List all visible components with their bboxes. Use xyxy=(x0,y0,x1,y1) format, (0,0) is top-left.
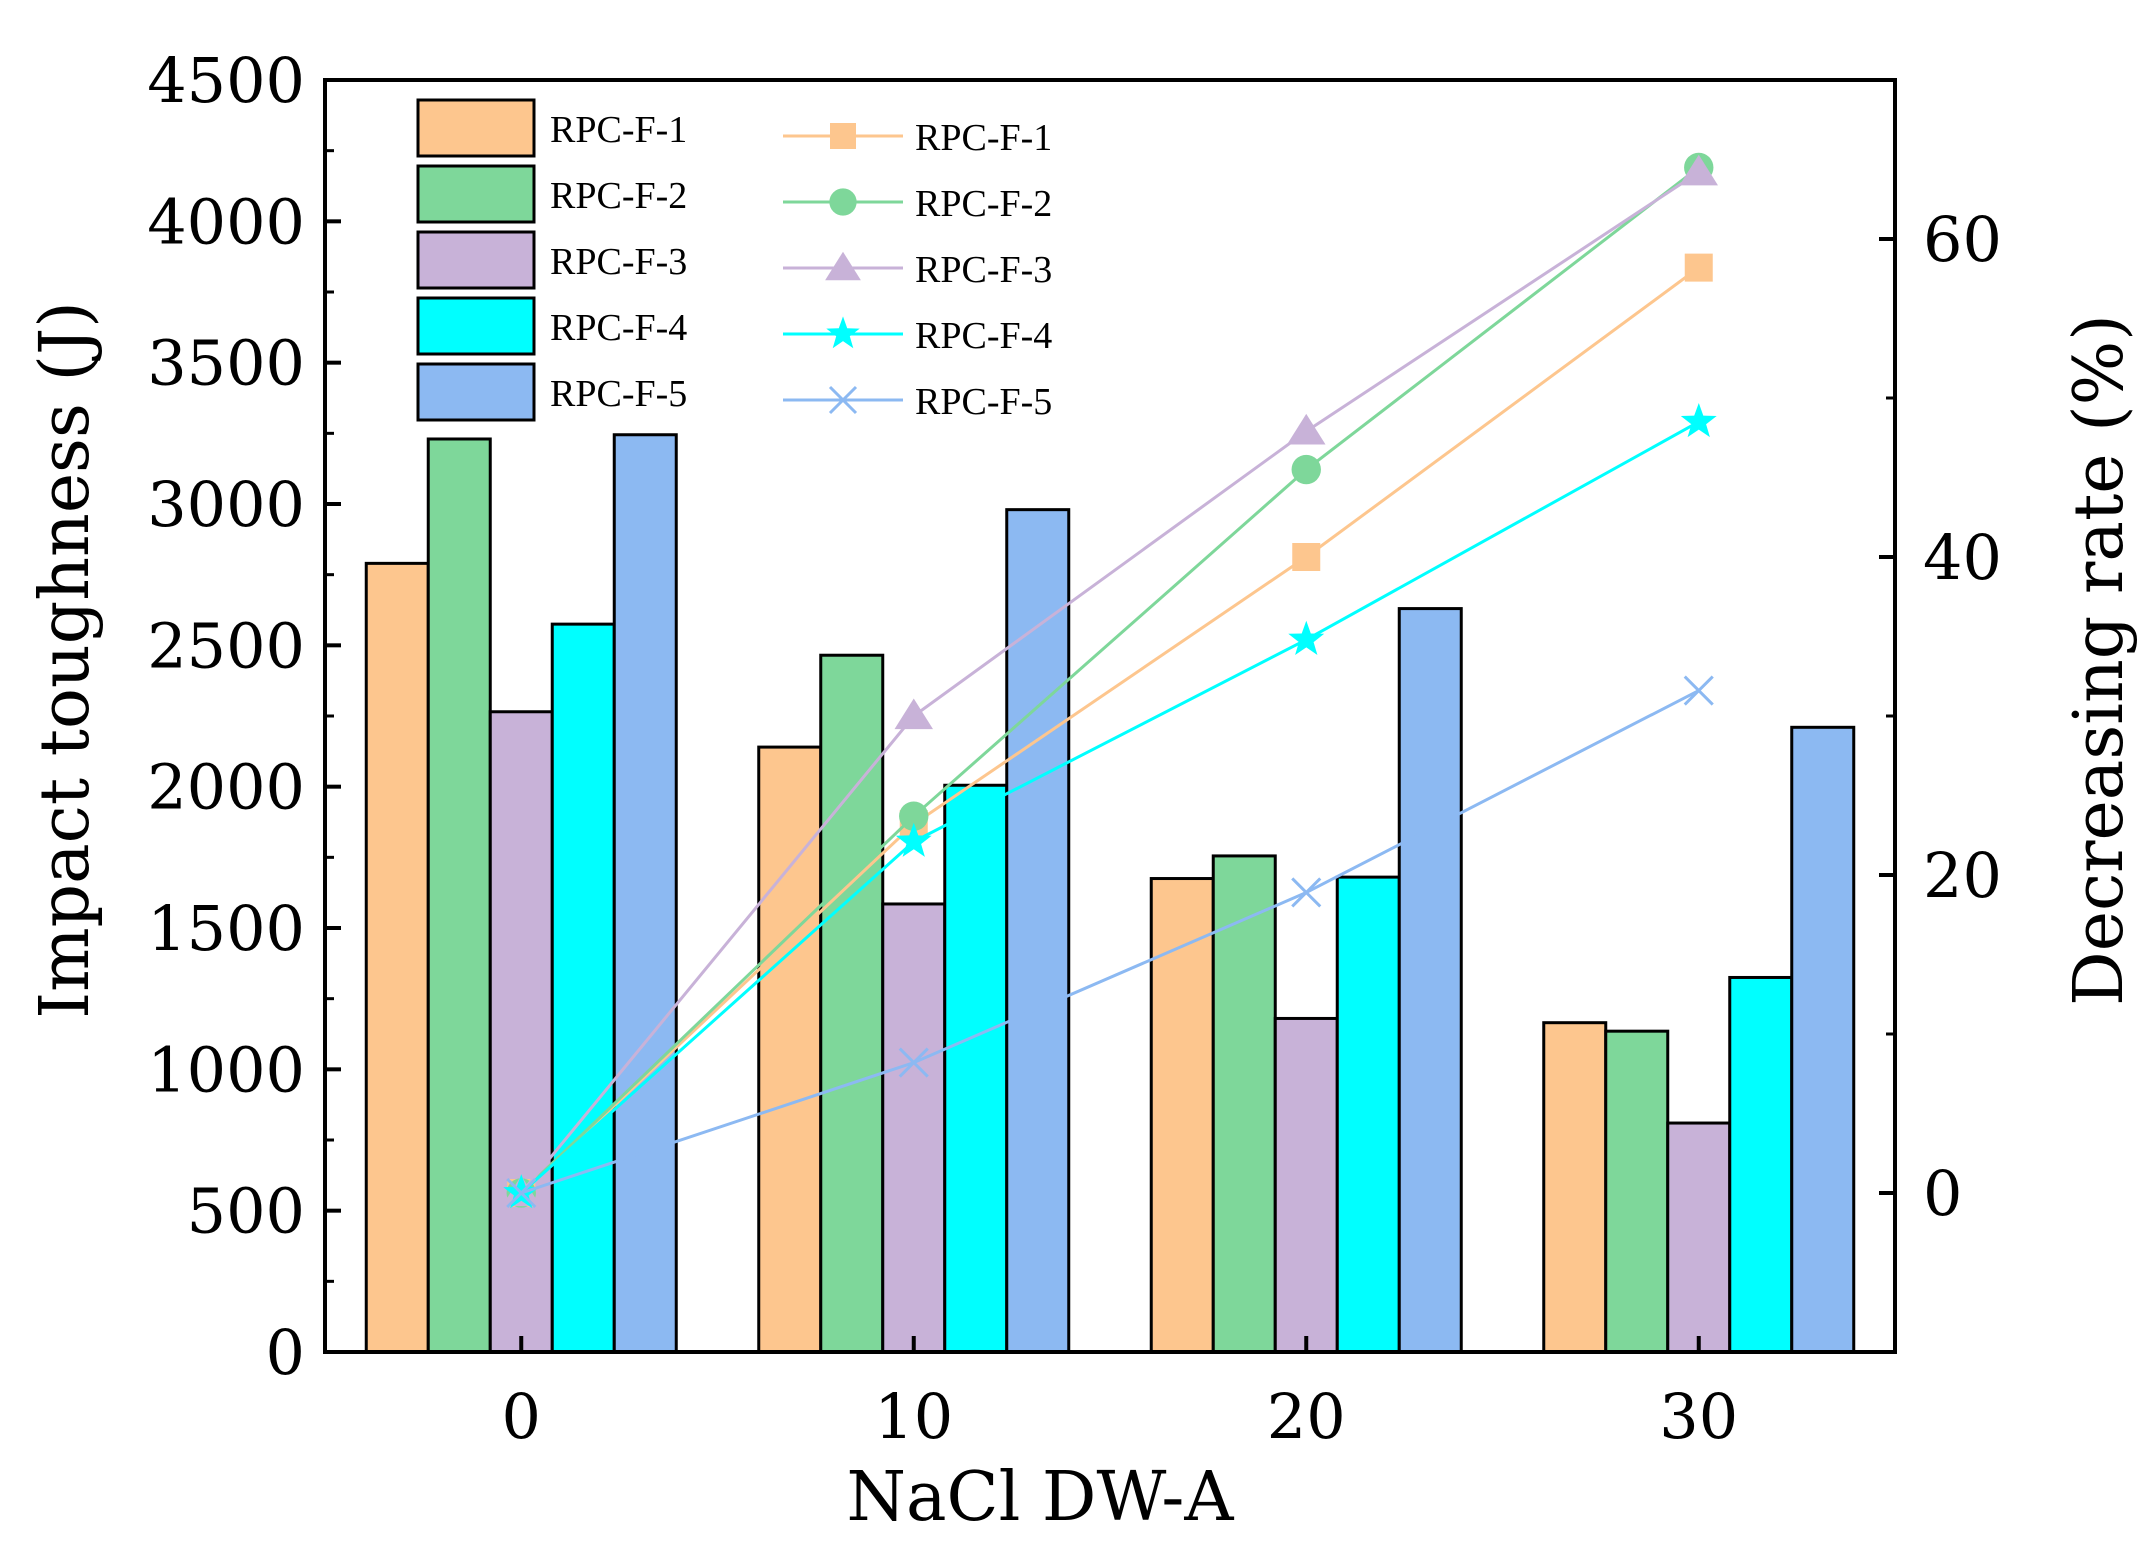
bar-rpc-f-2-10 xyxy=(819,653,885,1354)
line-rpc-f-4 xyxy=(520,420,1700,1195)
y-tick-label: 3500 xyxy=(147,327,305,400)
legend-swatch-bar-rpc-f-1 xyxy=(416,98,536,158)
bars-layer xyxy=(364,433,1856,1354)
y-tick-label: 2500 xyxy=(147,609,305,682)
point-rpc-f-3-30 xyxy=(1679,154,1718,186)
bar-rpc-f-3-10 xyxy=(881,902,947,1354)
axes-layer: 0 500 1000 1500 2000 2500 3000 3500 4000 4500 0 20 4… xyxy=(147,44,2002,1453)
point-rpc-f-4-20 xyxy=(1288,620,1325,655)
bar-rpc-f-3-30 xyxy=(1666,1121,1732,1354)
legend-marker-rpc-f-4 xyxy=(826,316,860,349)
y2-axis-title: Decreasing rate (%) xyxy=(2060,314,2139,1006)
legend-label-bar: RPC-F-4 xyxy=(550,307,687,349)
bar-rpc-f-2-0 xyxy=(426,437,492,1354)
y-tick-label: 500 xyxy=(187,1175,305,1248)
line-rpc-f-2 xyxy=(520,166,1700,1195)
y-tick-label: 1000 xyxy=(147,1033,305,1106)
lines-layer xyxy=(502,152,1718,1209)
y-tick-label: 4500 xyxy=(147,44,305,117)
legend-label-bar: RPC-F-2 xyxy=(550,175,687,217)
legend-label-line: RPC-F-1 xyxy=(915,117,1052,159)
bar-rpc-f-5-0 xyxy=(612,433,678,1354)
point-rpc-f-5-20 xyxy=(1291,877,1322,908)
point-rpc-f-4-30 xyxy=(1680,403,1717,438)
point-rpc-f-5-30 xyxy=(1683,675,1714,706)
point-rpc-f-3-20 xyxy=(1287,413,1326,445)
bar-rpc-f-3-20 xyxy=(1273,1016,1339,1354)
x-axis-title: NaCl DW-A xyxy=(847,1458,1235,1537)
legend-label-bar: RPC-F-3 xyxy=(550,241,687,283)
line-rpc-f-1 xyxy=(520,266,1700,1195)
y-tick-label: 3000 xyxy=(147,468,305,541)
legend-label-line: RPC-F-4 xyxy=(915,315,1052,357)
point-rpc-f-2-10 xyxy=(899,801,929,831)
legend-marker-rpc-f-2 xyxy=(829,188,857,216)
bar-rpc-f-4-0 xyxy=(550,622,616,1354)
legend-label-bar: RPC-F-5 xyxy=(550,373,687,415)
bar-rpc-f-1-10 xyxy=(757,745,823,1354)
point-rpc-f-5-10 xyxy=(898,1047,929,1078)
legend-label-line: RPC-F-3 xyxy=(915,249,1052,291)
legend-label-line: RPC-F-5 xyxy=(915,381,1052,423)
y2-tick-label: 0 xyxy=(1923,1157,1962,1230)
point-rpc-f-1-30 xyxy=(1684,253,1713,282)
bar-rpc-f-2-30 xyxy=(1604,1029,1670,1354)
legend-marker-rpc-f-1 xyxy=(830,123,856,149)
bar-rpc-f-5-20 xyxy=(1397,607,1463,1354)
y-axis-title: Impact toughness (J) xyxy=(26,301,105,1019)
legend-swatch-bar-rpc-f-2 xyxy=(416,164,536,224)
y-tick-label: 4000 xyxy=(147,185,305,258)
bar-rpc-f-1-30 xyxy=(1542,1021,1608,1354)
point-rpc-f-3-10 xyxy=(894,698,933,730)
legend-label-line: RPC-F-2 xyxy=(915,183,1052,225)
y2-tick-label: 40 xyxy=(1923,521,2002,594)
line-rpc-f-3 xyxy=(520,170,1700,1194)
legend-swatch-bar-rpc-f-5 xyxy=(416,362,536,422)
bar-rpc-f-4-20 xyxy=(1335,875,1401,1354)
x-tick-label: 0 xyxy=(502,1380,541,1453)
bar-rpc-f-4-10 xyxy=(943,783,1009,1354)
y2-tick-label: 20 xyxy=(1923,839,2002,912)
bar-rpc-f-5-30 xyxy=(1790,725,1856,1354)
bar-rpc-f-4-30 xyxy=(1728,975,1794,1354)
legend-marker-rpc-f-3 xyxy=(825,251,861,281)
legend-marker-rpc-f-5 xyxy=(828,385,858,415)
y-tick-label: 0 xyxy=(266,1316,305,1389)
legend-swatch-bar-rpc-f-4 xyxy=(416,296,536,356)
x-tick-label: 10 xyxy=(874,1380,953,1453)
bar-rpc-f-5-10 xyxy=(1005,508,1071,1354)
legend-swatch-bar-rpc-f-3 xyxy=(416,230,536,290)
point-rpc-f-5-0 xyxy=(506,1177,537,1209)
y-tick-label: 1500 xyxy=(147,892,305,965)
bar-rpc-f-1-0 xyxy=(364,561,430,1354)
y-tick-label: 2000 xyxy=(147,751,305,824)
legend-label-bar: RPC-F-1 xyxy=(550,109,687,151)
point-rpc-f-2-20 xyxy=(1291,454,1321,485)
point-rpc-f-1-20 xyxy=(1292,543,1321,571)
x-tick-label: 30 xyxy=(1659,1380,1738,1453)
x-tick-label: 20 xyxy=(1267,1380,1346,1453)
y2-tick-label: 60 xyxy=(1923,203,2002,276)
line-rpc-f-5 xyxy=(520,689,1700,1195)
legend: RPC-F-1 RPC-F-2 RPC-F-3 RPC-F-4 RPC-F-5 RPC-F… xyxy=(416,98,1052,423)
bar-rpc-f-3-0 xyxy=(488,710,554,1354)
point-rpc-f-4-10 xyxy=(895,822,932,857)
bar-rpc-f-1-20 xyxy=(1149,877,1215,1354)
